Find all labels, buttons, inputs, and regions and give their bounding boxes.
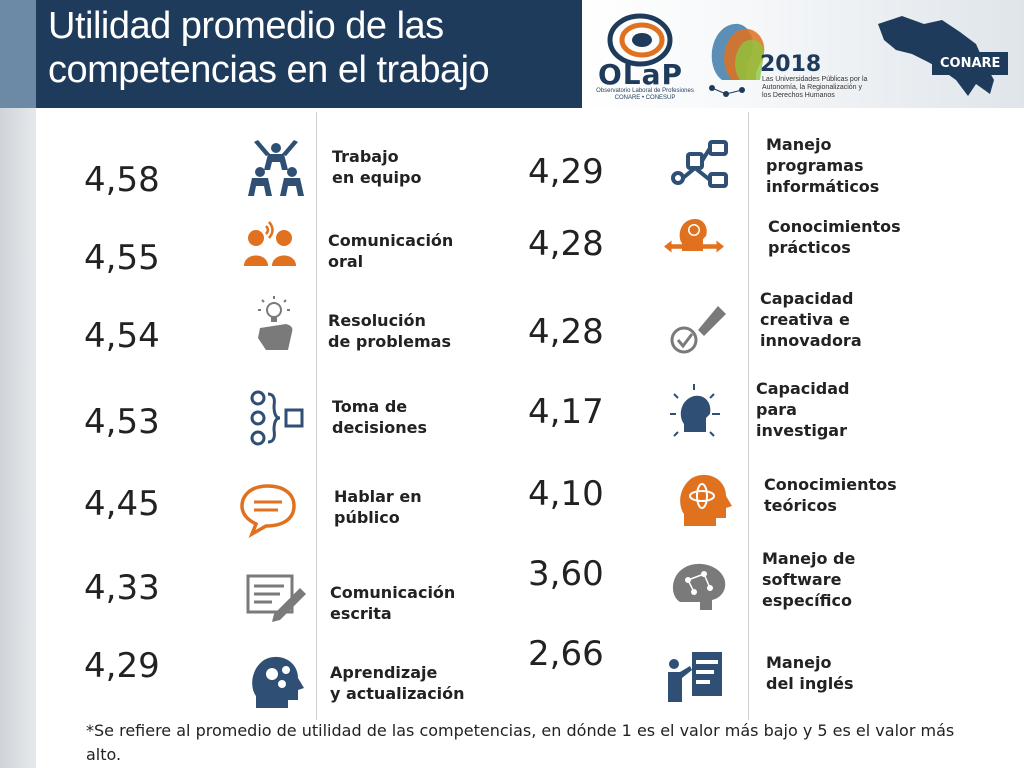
valor-hablar-publico: 4,45 (84, 484, 160, 524)
label-toma-decisiones: Toma de decisiones (332, 397, 428, 437)
lightbulb-hand-icon (258, 296, 293, 350)
left-decorative-strip (0, 0, 36, 768)
decision-icon (250, 390, 304, 446)
oral-communication-icon (244, 221, 296, 266)
head-atom-icon (680, 474, 732, 526)
olap-logo-icon (607, 13, 673, 67)
valor-toma-decisiones: 4,53 (84, 402, 160, 442)
valor-manejo-ingles: 2,66 (528, 634, 604, 674)
label-comunicacion-escrita: Comunicación escrita (330, 583, 456, 623)
label-conocimientos-practicos: Conocimientos prácticos (768, 217, 901, 257)
logo-band: OLaP Observatorio Laboral de Profesiones… (582, 0, 1024, 108)
label-comunicacion-oral: Comunicación oral (328, 231, 454, 271)
valor-trabajo-equipo: 4,58 (84, 160, 160, 200)
valor-conocimientos-teoricos: 4,10 (528, 474, 604, 514)
label-aprendizaje: Aprendizaje y actualización (330, 663, 465, 703)
olap-wordmark: OLaP (598, 58, 684, 91)
heads-network-icon (709, 23, 765, 97)
presenter-icon (668, 652, 722, 702)
label-capacidad-investigar: Capacidad para investigar (756, 379, 850, 440)
label-resolucion-problemas: Resolución de problemas (328, 311, 451, 351)
head-gears-icon (252, 656, 304, 708)
valor-capacidad-creativa: 4,28 (528, 312, 604, 352)
label-conocimientos-teoricos: Conocimientos teóricos (764, 475, 897, 515)
valor-comunicacion-oral: 4,55 (84, 238, 160, 278)
label-software-especifico: Manejo de software específico (762, 549, 856, 610)
label-programas-informaticos: Manejo programas informáticos (766, 135, 880, 196)
brain-network-icon (672, 563, 726, 610)
valor-capacidad-investigar: 4,17 (528, 392, 604, 432)
page-title: Utilidad promedio de las competencias en… (48, 4, 490, 92)
title-line-2: competencias en el trabajo (48, 49, 490, 91)
olap-subtitle: Observatorio Laboral de Profesiones CONA… (596, 88, 694, 101)
head-research-icon (670, 384, 720, 437)
valor-comunicacion-escrita: 4,33 (84, 568, 160, 608)
flowchart-icon (671, 140, 728, 188)
footnote: *Se refiere al promedio de utilidad de l… (86, 721, 955, 764)
label-manejo-ingles: Manejo del inglés (766, 653, 854, 693)
valor-programas-informaticos: 4,29 (528, 152, 604, 192)
title-banner: Utilidad promedio de las competencias en… (36, 0, 582, 108)
valor-software-especifico: 3,60 (528, 554, 604, 594)
speech-bubble-icon (240, 484, 296, 539)
valor-conocimientos-practicos: 4,28 (528, 224, 604, 264)
competencias-panel (36, 108, 1024, 768)
creative-check-icon (670, 306, 726, 354)
label-trabajo-equipo: Trabajo en equipo (332, 147, 422, 187)
left-strip-top-accent (0, 0, 36, 108)
conare-logo: CONARE (932, 52, 1009, 75)
label-capacidad-creativa: Capacidad creativa e innovadora (760, 289, 862, 350)
label-hablar-publico: Hablar en público (334, 487, 422, 527)
title-line-1: Utilidad promedio de las (48, 5, 444, 47)
year-subtitle: Las Universidades Públicas por la Autono… (762, 76, 868, 99)
year-label: 2018 (760, 52, 822, 77)
head-arrows-icon (664, 218, 724, 253)
teamwork-icon (248, 140, 304, 196)
writing-icon (246, 574, 306, 622)
column-divider-left (316, 112, 317, 720)
column-divider-right (748, 112, 749, 720)
valor-aprendizaje: 4,29 (84, 646, 160, 686)
valor-resolucion-problemas: 4,54 (84, 316, 160, 356)
